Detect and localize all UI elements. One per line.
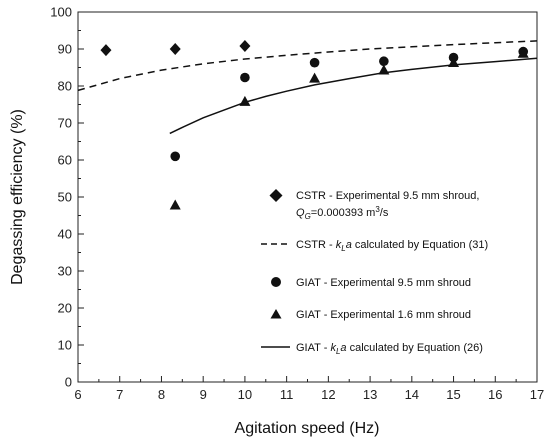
y-tick-label: 100 [50,5,72,20]
y-tick-label: 80 [58,79,72,94]
plot-content [77,40,538,210]
legend-entry-giat-1-6mm: GIAT - Experimental 1.6 mm shroud [270,309,471,321]
giat-9-5mm-point [240,72,250,83]
y-tick-label: 60 [58,153,72,168]
cstr-experimental-point [100,44,112,57]
x-axis-title: Agitation speed (Hz) [235,420,380,437]
giat-9-5mm-point [309,57,320,68]
legend-entry-cstr-experimental: CSTR - Experimental 9.5 mm shroud, QG=0.… [269,189,479,221]
x-tick-label: 6 [74,387,81,402]
x-tick-label: 15 [446,387,460,402]
legend-label-giat-9-5mm: GIAT - Experimental 9.5 mm shroud [296,277,471,289]
giat-9-5mm-point [379,56,389,67]
legend-entry-cstr-model: CSTR - kLa calculated by Equation (31) [261,239,488,253]
y-tick-label: 0 [65,375,72,390]
x-tick-label: 17 [530,387,544,402]
giat-9-5mm-point [170,151,181,162]
x-tick-label: 10 [238,387,252,402]
y-tick-label: 30 [58,264,72,279]
y-tick-label: 40 [58,227,72,242]
x-tick-label: 14 [405,387,419,402]
x-tick-label: 12 [321,387,335,402]
legend-entry-giat-9-5mm: GIAT - Experimental 9.5 mm shroud [271,277,471,289]
legend-label-cstr-model: CSTR - kLa calculated by Equation (31) [296,239,488,253]
y-tick-label: 90 [58,42,72,57]
cstr-experimental-point [239,40,251,53]
y-tick-label: 70 [58,116,72,131]
y-tick-label: 20 [58,301,72,316]
x-tick-label: 13 [363,387,377,402]
legend-label-giat-1-6mm: GIAT - Experimental 1.6 mm shroud [296,309,471,321]
legend-label-giat-model: GIAT - kLa calculated by Equation (26) [296,342,483,356]
giat-1-6mm-point [169,199,181,210]
legend-diamond-marker [269,189,283,202]
y-axis-title: Degassing efficiency (%) [9,109,26,285]
x-tick-label: 11 [280,387,294,402]
legend-label-cstr-experimental: CSTR - Experimental 9.5 mm shroud, [296,190,479,202]
x-tick-label: 16 [488,387,502,402]
x-tick-label: 7 [116,387,123,402]
y-tick-label: 10 [58,338,72,353]
y-axis: 0 10 20 30 40 50 60 70 80 90 100 [50,5,84,390]
cstr-model-curve [77,40,538,92]
cstr-experimental-point [169,43,181,55]
giat-model-curve [169,57,538,135]
giat-1-6mm-point [309,72,321,83]
giat-1-6mm-point [517,47,529,58]
legend-triangle-marker [270,309,282,319]
legend-label-cstr-flow-rate: QG=0.000393 m3/s [296,205,389,221]
legend-circle-marker [271,277,281,287]
legend: CSTR - Experimental 9.5 mm shroud, QG=0.… [261,189,488,356]
y-tick-label: 50 [58,190,72,205]
x-axis: 6 7 8 9 10 11 12 13 14 15 16 17 [74,376,544,402]
x-tick-label: 8 [158,387,165,402]
x-tick-label: 9 [200,387,207,402]
legend-entry-giat-model: GIAT - kLa calculated by Equation (26) [261,342,483,356]
